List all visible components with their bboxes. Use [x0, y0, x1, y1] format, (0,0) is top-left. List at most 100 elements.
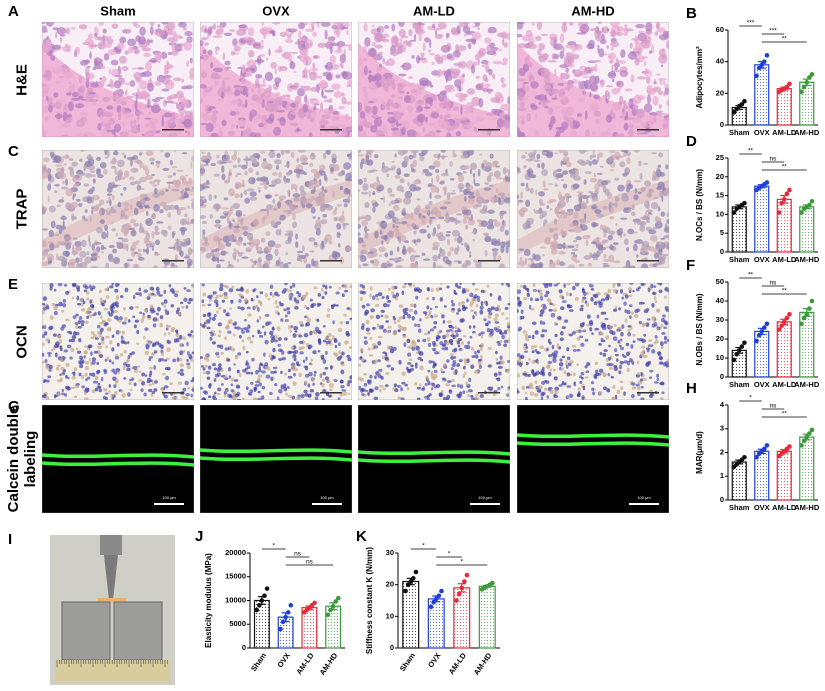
cell	[100, 75, 107, 83]
cell	[591, 131, 596, 135]
cell	[488, 68, 493, 76]
scale-bar	[478, 392, 500, 394]
cell	[51, 44, 62, 50]
cell	[129, 204, 133, 210]
cell	[456, 383, 460, 388]
cell	[366, 159, 374, 166]
cell	[526, 217, 534, 225]
cell	[483, 187, 492, 191]
cell	[263, 331, 267, 336]
cell	[292, 381, 297, 386]
micrograph	[358, 150, 510, 268]
cell	[457, 308, 461, 313]
cell	[553, 43, 563, 51]
cell	[341, 293, 345, 298]
cell	[479, 309, 484, 315]
cell	[363, 382, 368, 387]
cell	[446, 68, 452, 76]
cell	[484, 37, 492, 44]
cell	[135, 77, 142, 83]
cell	[416, 105, 424, 113]
cell	[301, 294, 307, 299]
cell	[76, 198, 81, 202]
cell	[99, 322, 104, 325]
cell	[483, 300, 487, 304]
cell	[653, 196, 659, 200]
cell	[621, 192, 628, 199]
cell	[437, 69, 443, 77]
cell	[200, 37, 208, 41]
cell	[377, 67, 385, 70]
cell	[594, 60, 602, 63]
cell	[625, 111, 629, 121]
cell	[42, 310, 45, 315]
cell	[263, 185, 268, 190]
cell	[518, 43, 529, 48]
cell	[128, 378, 133, 382]
cell	[629, 42, 633, 49]
cell	[347, 195, 351, 204]
cell	[430, 360, 435, 364]
cell	[319, 101, 324, 112]
cell	[163, 359, 168, 362]
cell	[66, 114, 73, 118]
cell	[257, 374, 263, 378]
cell	[384, 384, 389, 388]
cell	[377, 359, 381, 362]
cell	[146, 82, 155, 92]
cell	[127, 392, 131, 397]
cell	[171, 166, 177, 169]
cell	[265, 132, 271, 137]
cell	[181, 305, 185, 309]
cell	[379, 230, 383, 235]
cell	[190, 379, 194, 383]
cell	[50, 348, 54, 352]
cell	[597, 44, 600, 54]
cell	[342, 22, 350, 28]
cell	[58, 335, 62, 339]
cell	[122, 365, 126, 371]
cell	[382, 387, 386, 391]
cell	[44, 70, 52, 73]
cell	[42, 22, 46, 25]
cell	[176, 102, 179, 110]
cell	[70, 386, 76, 390]
cell	[179, 357, 183, 362]
cell	[156, 221, 164, 224]
cell	[310, 189, 316, 195]
cell	[415, 345, 420, 351]
cell	[502, 120, 510, 129]
cell	[308, 237, 316, 242]
cell	[68, 330, 72, 335]
cell	[498, 263, 506, 268]
cell	[42, 205, 45, 208]
cell	[463, 290, 466, 294]
cell	[432, 254, 439, 262]
cell	[277, 45, 283, 54]
cell	[416, 54, 421, 64]
cell	[44, 44, 51, 53]
cell	[65, 188, 74, 197]
cell	[578, 80, 589, 90]
cell	[442, 319, 446, 324]
cell	[426, 225, 430, 228]
cell	[658, 256, 664, 264]
cell	[135, 24, 141, 28]
cell	[550, 248, 558, 255]
cell	[309, 153, 316, 160]
cell	[609, 156, 614, 162]
cell	[229, 220, 232, 229]
cell	[538, 55, 544, 59]
cell	[302, 203, 306, 209]
cell	[574, 226, 582, 234]
cell	[219, 161, 228, 164]
cell	[241, 330, 245, 334]
cell	[202, 390, 207, 394]
cell	[127, 28, 131, 35]
cell	[398, 316, 404, 320]
cell	[161, 22, 169, 25]
cell	[216, 309, 219, 314]
cell	[249, 112, 253, 122]
cell	[536, 22, 543, 31]
cell	[78, 372, 82, 377]
